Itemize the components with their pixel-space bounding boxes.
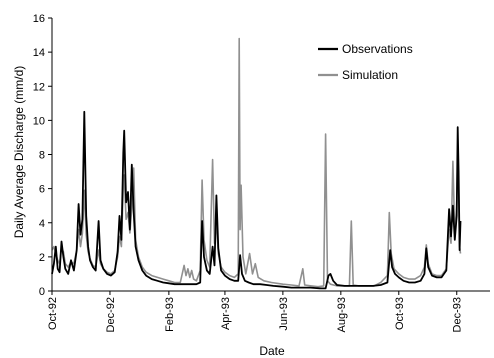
x-tick-label: Oct-93 [394, 297, 406, 330]
y-tick-label: 12 [33, 81, 45, 93]
legend: Observations Simulation [318, 42, 413, 82]
x-axis-title: Date [259, 344, 285, 358]
legend-label-observations: Observations [342, 42, 413, 56]
series-line-simulation [51, 37, 462, 288]
y-tick-label: 14 [33, 47, 45, 59]
x-tick-label: Dec-92 [105, 297, 117, 332]
y-axis-title: Daily Average Discharge (mm/d) [12, 66, 26, 239]
x-tick-label: Feb-93 [164, 297, 176, 332]
series-layer [51, 37, 462, 290]
x-tick-label: Aug-93 [336, 297, 348, 332]
legend-label-simulation: Simulation [342, 68, 398, 82]
y-tick-label: 6 [39, 184, 45, 196]
y-tick-label: 10 [33, 115, 45, 127]
x-tick-label: Apr-93 [220, 297, 232, 330]
x-tick-label: Oct-92 [47, 297, 59, 330]
y-tick-label: 16 [33, 13, 45, 25]
y-tick-label: 0 [39, 286, 45, 298]
series-line-observations [51, 110, 462, 290]
axes: 0 2 4 6 8 10 12 14 16 Oct-92 Dec-92 Feb-93 Apr-93 Jun… [33, 13, 490, 332]
x-tick-label: Dec-93 [452, 297, 464, 332]
x-tick-label: Jun-93 [278, 297, 290, 331]
y-tick-label: 4 [39, 218, 45, 230]
y-tick-label: 2 [39, 252, 45, 264]
y-tick-label: 8 [39, 150, 45, 162]
